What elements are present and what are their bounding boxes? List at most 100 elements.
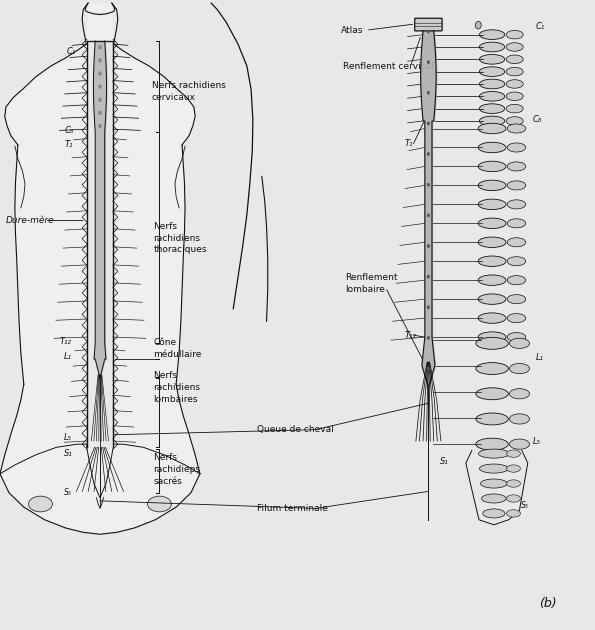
Ellipse shape (507, 238, 526, 247)
Ellipse shape (506, 105, 523, 113)
Text: Queue de cheval: Queue de cheval (257, 425, 334, 434)
Ellipse shape (29, 496, 52, 512)
Ellipse shape (427, 152, 430, 156)
Ellipse shape (478, 275, 506, 285)
Ellipse shape (506, 80, 523, 88)
Ellipse shape (507, 333, 526, 341)
Ellipse shape (476, 338, 508, 349)
Ellipse shape (506, 30, 523, 39)
Ellipse shape (480, 30, 505, 40)
Text: T₁₂: T₁₂ (405, 331, 416, 340)
Text: C₁: C₁ (536, 22, 545, 31)
Ellipse shape (509, 364, 530, 374)
Text: Nerfs
rachidieps
sacrés: Nerfs rachidieps sacrés (154, 453, 201, 486)
Ellipse shape (478, 332, 506, 342)
Ellipse shape (507, 219, 526, 228)
Ellipse shape (98, 71, 102, 76)
Text: Atlas: Atlas (340, 26, 363, 35)
Ellipse shape (509, 389, 530, 399)
Ellipse shape (98, 98, 102, 102)
Ellipse shape (98, 123, 102, 129)
Ellipse shape (481, 494, 506, 503)
Ellipse shape (506, 92, 523, 101)
Ellipse shape (427, 214, 430, 217)
Text: Nerfs
rachidiens
thoraciques: Nerfs rachidiens thoraciques (154, 222, 207, 255)
Text: Renflement cervical: Renflement cervical (343, 62, 434, 71)
Ellipse shape (476, 363, 508, 374)
Ellipse shape (427, 60, 430, 64)
Ellipse shape (98, 84, 102, 89)
Ellipse shape (506, 495, 521, 502)
Ellipse shape (506, 480, 521, 487)
Text: Nerfs
rachidiens
lombaires: Nerfs rachidiens lombaires (154, 371, 201, 404)
Ellipse shape (427, 336, 430, 340)
Ellipse shape (427, 275, 430, 278)
Ellipse shape (480, 91, 505, 101)
Polygon shape (0, 3, 200, 534)
Ellipse shape (480, 42, 505, 52)
Ellipse shape (427, 91, 430, 94)
Text: C₁: C₁ (67, 47, 76, 56)
Ellipse shape (483, 509, 505, 518)
Ellipse shape (480, 79, 505, 89)
Ellipse shape (427, 306, 430, 309)
Ellipse shape (506, 43, 523, 51)
Ellipse shape (478, 256, 506, 266)
Ellipse shape (506, 117, 523, 125)
Ellipse shape (98, 45, 102, 50)
Ellipse shape (427, 367, 430, 370)
Text: Cône
médullaire: Cône médullaire (154, 338, 202, 359)
Ellipse shape (478, 294, 506, 304)
Ellipse shape (427, 30, 430, 33)
Ellipse shape (481, 479, 507, 488)
Ellipse shape (478, 313, 506, 323)
Ellipse shape (507, 124, 526, 133)
Ellipse shape (478, 123, 506, 134)
Ellipse shape (427, 244, 430, 248)
Ellipse shape (506, 450, 521, 457)
Ellipse shape (478, 199, 506, 210)
Ellipse shape (509, 414, 530, 424)
Ellipse shape (506, 55, 523, 64)
Ellipse shape (478, 142, 506, 152)
Ellipse shape (506, 510, 521, 517)
Text: (b): (b) (538, 597, 556, 610)
Ellipse shape (478, 161, 506, 171)
Ellipse shape (509, 338, 530, 348)
Text: L₅: L₅ (64, 433, 72, 442)
Ellipse shape (148, 496, 171, 512)
Text: L₅: L₅ (533, 437, 540, 445)
Ellipse shape (478, 218, 506, 229)
Ellipse shape (506, 465, 521, 472)
Ellipse shape (427, 122, 430, 125)
Ellipse shape (476, 388, 508, 399)
Ellipse shape (476, 438, 508, 450)
Ellipse shape (507, 143, 526, 152)
Ellipse shape (480, 464, 508, 473)
Text: Filum terminale: Filum terminale (257, 504, 328, 513)
Text: T₁: T₁ (64, 140, 73, 149)
Text: Renflement
lombaire: Renflement lombaire (345, 273, 397, 294)
Ellipse shape (480, 54, 505, 64)
Text: S₅: S₅ (521, 501, 528, 510)
Ellipse shape (478, 449, 509, 458)
Ellipse shape (507, 162, 526, 171)
Ellipse shape (506, 67, 523, 76)
Text: C₈: C₈ (533, 115, 542, 124)
Text: Dure-mère: Dure-mère (6, 216, 55, 225)
Ellipse shape (427, 183, 430, 186)
Ellipse shape (507, 200, 526, 209)
Text: S₁: S₁ (64, 449, 73, 458)
Text: S₁: S₁ (440, 457, 449, 466)
Text: Nerfs rachidiens
cervicaux: Nerfs rachidiens cervicaux (152, 81, 226, 102)
Text: C₈: C₈ (64, 126, 74, 135)
Ellipse shape (507, 276, 526, 285)
Ellipse shape (98, 111, 102, 115)
Ellipse shape (480, 116, 505, 126)
Ellipse shape (507, 314, 526, 323)
Ellipse shape (475, 21, 481, 29)
Ellipse shape (478, 237, 506, 248)
Text: L₁: L₁ (64, 352, 72, 361)
Ellipse shape (507, 181, 526, 190)
Ellipse shape (509, 439, 530, 449)
